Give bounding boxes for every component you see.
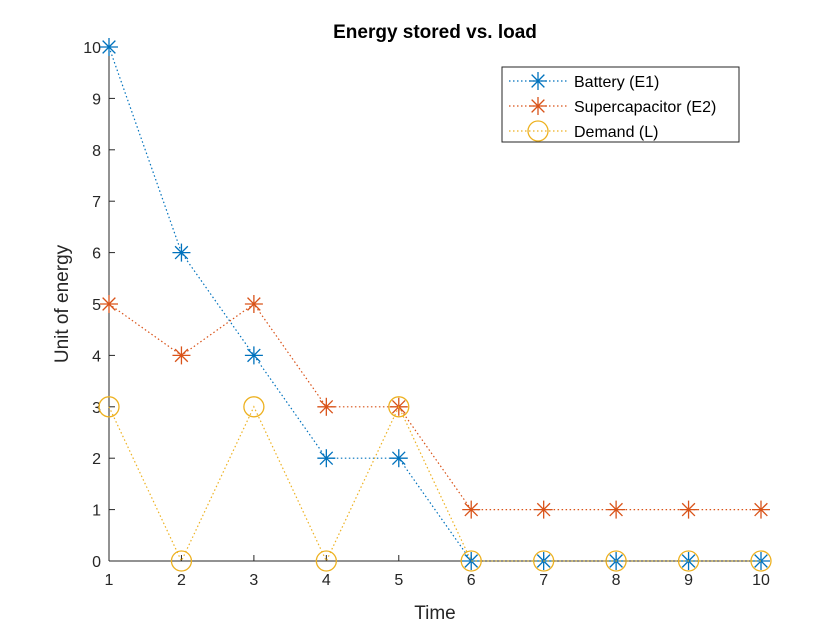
chart-title: Energy stored vs. load	[333, 22, 537, 43]
x-tick-label: 10	[752, 572, 770, 589]
y-tick-label: 8	[92, 143, 101, 160]
data-point-s2-6	[533, 550, 555, 572]
y-tick-label: 7	[92, 194, 101, 211]
data-point-s1-9	[752, 500, 770, 519]
legend-label-0: Battery (E1)	[574, 74, 659, 91]
data-point-s0-9	[752, 552, 770, 570]
data-point-s0-0	[100, 38, 118, 56]
legend-marker-2	[527, 120, 549, 142]
y-tick-label: 4	[92, 348, 101, 365]
y-tick-label: 3	[92, 400, 101, 417]
data-point-s1-7	[607, 500, 626, 519]
data-point-s2-8	[677, 550, 700, 572]
data-point-s0-3	[317, 449, 336, 468]
x-axis-label: Time	[414, 603, 456, 624]
x-tick-label: 8	[612, 572, 621, 589]
x-tick-label: 1	[105, 572, 114, 589]
x-tick-label: 6	[467, 572, 476, 589]
legend-marker-1	[529, 97, 547, 115]
x-tick-label: 3	[249, 572, 258, 589]
data-point-s0-1	[172, 243, 191, 262]
data-point-s1-6	[534, 500, 553, 519]
legend-label-1: Supercapacitor (E2)	[574, 99, 716, 116]
y-axis-label: Unit of energy	[52, 244, 73, 363]
data-point-s2-4	[388, 396, 410, 418]
data-point-s1-5	[462, 500, 481, 519]
data-point-s2-9	[750, 550, 772, 572]
legend-label-2: Demand (L)	[574, 124, 658, 141]
x-tick-label: 4	[322, 572, 331, 589]
data-point-s2-2	[243, 396, 265, 418]
y-tick-label: 10	[83, 40, 101, 57]
x-tick-label: 5	[394, 572, 403, 589]
legend-box	[501, 66, 740, 143]
data-point-s1-8	[679, 500, 698, 519]
data-point-s1-3	[317, 397, 336, 416]
data-point-s1-1	[172, 346, 191, 365]
data-point-s2-1	[170, 550, 193, 572]
data-point-s2-0	[98, 396, 120, 418]
x-tick-label: 9	[684, 572, 693, 589]
y-tick-label: 0	[92, 554, 101, 571]
y-tick-label: 9	[92, 91, 101, 108]
data-point-s0-2	[244, 346, 263, 365]
series-line-1	[108, 303, 761, 511]
data-point-s2-5	[460, 550, 482, 572]
y-tick-label: 6	[92, 246, 101, 263]
x-tick-label: 2	[177, 572, 186, 589]
y-tick-label: 2	[92, 451, 101, 468]
legend: Battery (E1) Supercapacitor (E2) Demand (L…	[501, 66, 740, 143]
data-point-s2-3	[315, 550, 337, 572]
data-point-s1-2	[244, 295, 263, 313]
data-point-s2-7	[605, 550, 627, 572]
data-point-s0-4	[389, 449, 408, 468]
data-point-s1-0	[100, 295, 118, 313]
legend-marker-0	[529, 72, 547, 90]
series-line-2	[108, 405, 761, 563]
x-tick-label: 7	[539, 572, 548, 589]
y-tick-label: 1	[92, 503, 101, 520]
y-tick-label: 5	[92, 297, 101, 314]
data-point-s0-5	[462, 552, 481, 570]
